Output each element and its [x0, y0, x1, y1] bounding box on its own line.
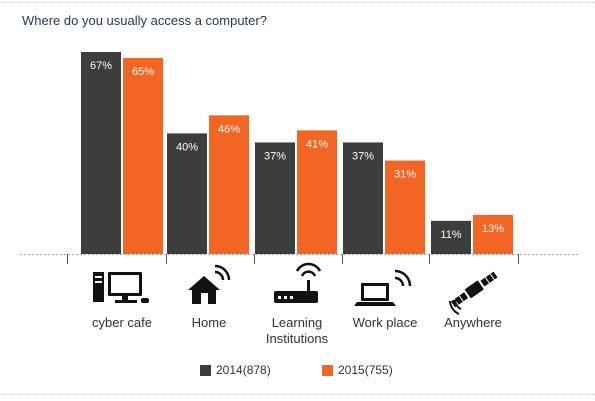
- bar-2015-755-work-place: [385, 160, 425, 254]
- desktop-computer-icon: [93, 272, 149, 303]
- laptop-wifi-icon: [354, 269, 412, 306]
- data-label-2015-755-learning-institutions: 41%: [306, 138, 328, 150]
- data-label-2014-878-learning-institutions: 37%: [264, 150, 286, 162]
- bar-2014-878-anywhere: [431, 220, 471, 254]
- category-label-anywhere: Anywhere: [444, 315, 502, 330]
- top-divider: [0, 2, 595, 3]
- data-label-2014-878-anywhere: 11%: [440, 229, 461, 241]
- chart-title: Where do you usually access a computer?: [22, 13, 267, 28]
- bar-2015-755-cyber-cafe: [123, 58, 163, 255]
- data-label-2014-878-work-place: 37%: [352, 150, 374, 162]
- data-label-2015-755-home: 46%: [218, 123, 240, 135]
- data-label-2014-878-cyber-cafe: 67%: [90, 60, 112, 72]
- category-label-home: Home: [192, 315, 227, 330]
- bar-2014-878-work-place: [343, 142, 383, 254]
- bottom-divider: [0, 394, 595, 395]
- satellite-icon: [449, 271, 498, 315]
- legend-swatch-2014: [200, 364, 211, 376]
- bar-2014-878-cyber-cafe: [81, 52, 121, 254]
- bar-2014-878-home: [167, 133, 207, 254]
- legend-item-2014: 2014(878): [200, 363, 271, 377]
- home-wifi-icon: [188, 264, 231, 304]
- legend-label-2014: 2014(878): [216, 363, 271, 377]
- data-label-2015-755-work-place: 31%: [394, 169, 416, 181]
- legend-item-2015: 2015(755): [322, 363, 393, 377]
- bar-2015-755-learning-institutions: [297, 130, 337, 254]
- bar-2015-755-home: [209, 115, 249, 254]
- router-icon: [274, 262, 322, 303]
- category-label-work-place: Work place: [353, 315, 418, 330]
- bar-2014-878-learning-institutions: [255, 142, 295, 254]
- category-label-cyber-cafe: cyber cafe: [92, 315, 152, 330]
- data-label-2015-755-anywhere: 13%: [482, 223, 504, 235]
- data-label-2014-878-home: 40%: [176, 141, 198, 153]
- legend-label-2015: 2015(755): [338, 363, 393, 377]
- legend-swatch-2015: [322, 364, 333, 376]
- data-label-2015-755-cyber-cafe: 65%: [132, 66, 154, 78]
- bar-2015-755-anywhere: [473, 214, 513, 254]
- category-label-learning-institutions: Learning Institutions: [266, 315, 329, 346]
